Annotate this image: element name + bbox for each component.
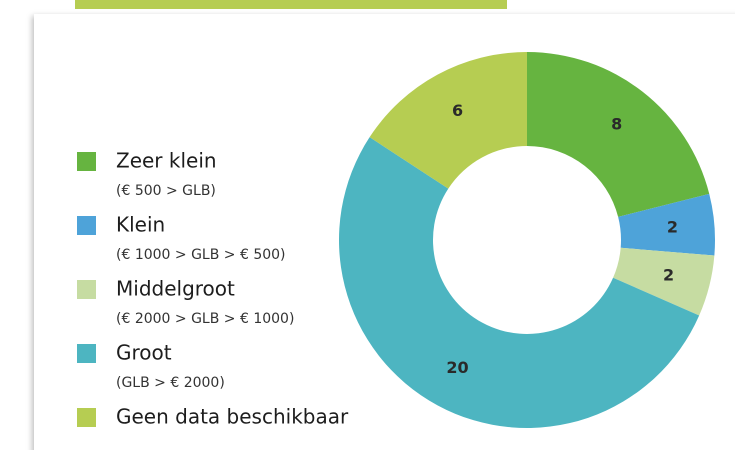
- heading-highlight: [75, 0, 507, 9]
- legend-swatch: [77, 216, 96, 235]
- slice: [369, 51, 527, 189]
- value-label: 2: [667, 217, 678, 236]
- legend-label: Geen data beschikbaar: [116, 405, 349, 429]
- legend-label: Middelgroot: [116, 277, 235, 301]
- slice: [618, 193, 715, 256]
- slice: [613, 247, 715, 316]
- legend-note: (€ 2000 > GLB > € 1000): [116, 311, 294, 327]
- legend-note: (€ 500 > GLB): [116, 183, 216, 199]
- slice: [338, 137, 700, 429]
- legend-label: Klein: [116, 213, 165, 237]
- value-label: 20: [446, 358, 468, 377]
- value-label: 2: [663, 265, 674, 284]
- legend-label: Zeer klein: [116, 149, 217, 173]
- legend-note: (GLB > € 2000): [116, 375, 225, 391]
- value-label: 6: [452, 101, 463, 120]
- legend-swatch: [77, 152, 96, 171]
- legend-swatch: [77, 408, 96, 427]
- legend: Zeer klein (€ 500 > GLB) Klein (€ 1000 > GL…: [77, 149, 349, 429]
- slice: [527, 52, 710, 217]
- value-label: 8: [611, 114, 622, 133]
- legend-swatch: [77, 344, 96, 363]
- legend-note: (€ 1000 > GLB > € 500): [116, 247, 286, 263]
- donut: 8 2 2 20 6: [338, 51, 715, 429]
- legend-swatch: [77, 280, 96, 299]
- legend-label: Groot: [116, 341, 172, 365]
